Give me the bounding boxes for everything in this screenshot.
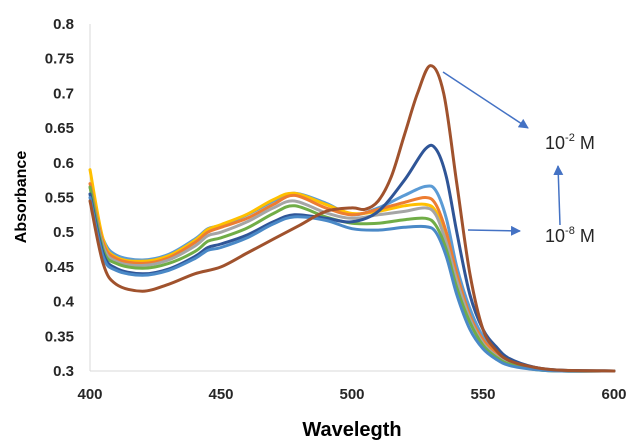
y-tick-label: 0.8 [53, 16, 74, 33]
y-tick-labels: 0.3 0.35 0.4 0.45 0.5 0.55 0.6 0.65 0.7 0.75 0.8 [45, 16, 75, 380]
y-tick-label: 0.75 [45, 51, 74, 68]
annotation-high-exponent: -2 [565, 132, 575, 144]
arrow-peak-to-label [442, 71, 529, 129]
annotation-low-concentration: 10-8 M [545, 225, 595, 246]
annotation-low-unit: M [575, 226, 595, 246]
y-tick-label: 0.55 [45, 190, 74, 207]
y-tick-label: 0.5 [53, 224, 74, 241]
y-tick-label: 0.6 [53, 155, 74, 172]
annotation-low-exponent: -8 [565, 225, 575, 237]
annotations: 10-2 M 10-8 M [442, 71, 595, 246]
y-axis-title: Absorbance [13, 151, 30, 244]
x-tick-label: 400 [77, 386, 102, 403]
series-line-5 [88, 185, 616, 373]
y-tick-label: 0.45 [45, 259, 74, 276]
x-tick-label: 450 [208, 386, 233, 403]
series-line-8 [88, 64, 616, 373]
y-tick-label: 0.3 [53, 363, 74, 380]
y-tick-label: 0.35 [45, 328, 74, 345]
series-line-3 [88, 182, 616, 373]
x-tick-label: 500 [339, 386, 364, 403]
series-line-7 [88, 196, 616, 373]
x-tick-labels: 400 450 500 550 600 [77, 386, 626, 403]
annotation-high-unit: M [575, 133, 595, 153]
annotation-high-concentration: 10-2 M [545, 132, 595, 153]
annotation-low-base: 10 [545, 226, 565, 246]
arrow-low-to-high-label [553, 165, 564, 226]
arrow-baseline-to-label [467, 225, 521, 236]
x-tick-label: 550 [470, 386, 495, 403]
axes [89, 24, 614, 372]
y-tick-label: 0.65 [45, 120, 74, 137]
x-tick-label: 600 [601, 386, 626, 403]
y-tick-label: 0.7 [53, 85, 74, 102]
y-tick-label: 0.4 [53, 294, 75, 311]
series-group [88, 64, 616, 373]
annotation-high-base: 10 [545, 133, 565, 153]
x-axis-title: Wavelegth [302, 419, 401, 440]
